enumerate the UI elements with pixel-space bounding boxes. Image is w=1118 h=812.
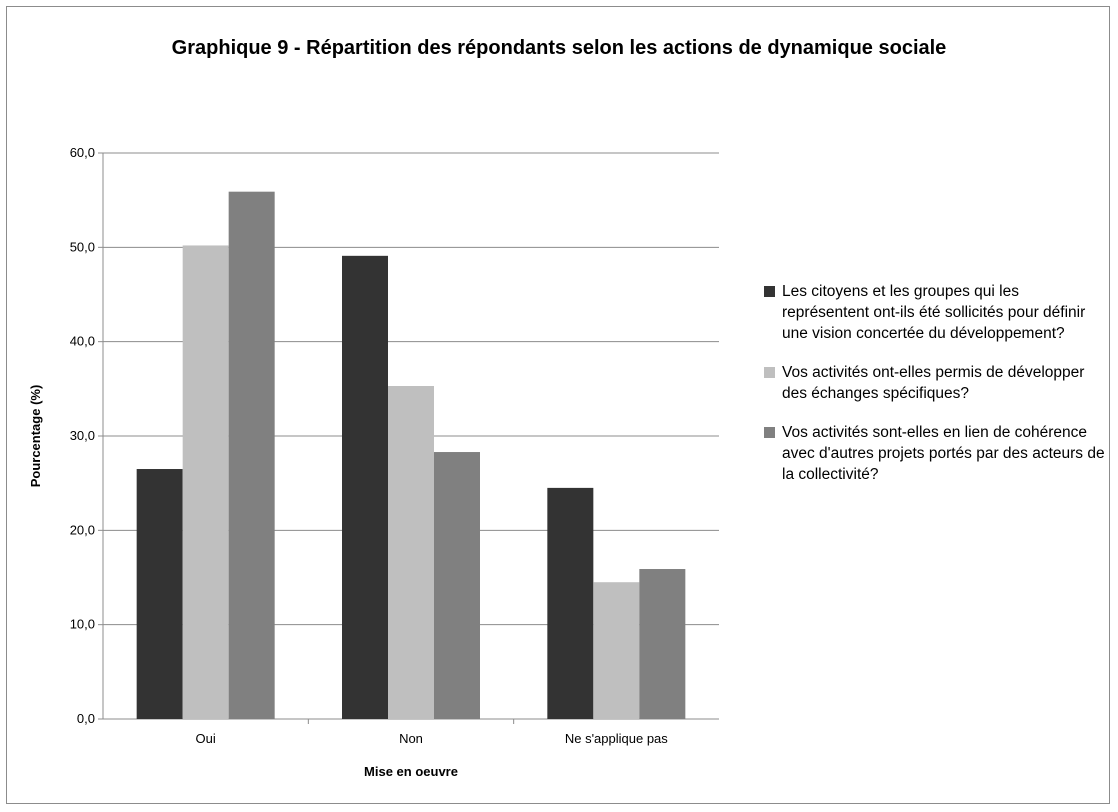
bar-3-2 [434, 452, 480, 719]
y-axis-title: Pourcentage (%) [28, 385, 43, 488]
bar-2-2 [388, 386, 434, 719]
bar-3-3 [639, 569, 686, 719]
y-tick-label: 40,0 [70, 334, 95, 349]
legend: Les citoyens et les groupes qui les repr… [764, 281, 1109, 503]
x-axis-title: Mise en oeuvre [364, 764, 458, 779]
legend-label: Les citoyens et les groupes qui les repr… [782, 283, 1086, 342]
y-tick-label: 60,0 [70, 145, 95, 160]
x-tick-label: Oui [196, 731, 216, 746]
bar-1-2 [342, 255, 388, 719]
y-tick-label: 10,0 [70, 617, 95, 632]
legend-swatch [764, 367, 775, 378]
legend-item-1: Les citoyens et les groupes qui les repr… [764, 281, 1109, 344]
legend-item-2: Vos activités ont-elles permis de dévelo… [764, 362, 1109, 404]
plot-area: 0,0 10,0 20,0 30,0 40,0 50,0 60,0 Oui Non Ne s'ap… [28, 145, 719, 779]
legend-swatch [764, 286, 775, 297]
bar-1-3 [547, 487, 594, 719]
chart-frame: Graphique 9 - Répartition des répondants… [6, 6, 1110, 804]
legend-label: Vos activités ont-elles permis de dévelo… [782, 364, 1085, 402]
y-tick-label: 0,0 [77, 711, 95, 726]
bar-2-3 [593, 582, 640, 719]
bar-2-1 [182, 245, 229, 720]
legend-swatch [764, 427, 775, 438]
legend-item-3: Vos activités sont-elles en lien de cohé… [764, 422, 1109, 485]
y-tick-label: 20,0 [70, 522, 95, 537]
x-tick-label: Ne s'applique pas [565, 731, 668, 746]
y-tick-label: 30,0 [70, 428, 95, 443]
chart-title: Graphique 9 - Répartition des répondants… [171, 37, 947, 59]
x-tick-label: Non [399, 731, 423, 746]
bar-1-1 [136, 469, 183, 719]
legend-label: Vos activités sont-elles en lien de cohé… [782, 424, 1105, 483]
bar-3-1 [228, 191, 275, 720]
y-tick-label: 50,0 [70, 239, 95, 254]
